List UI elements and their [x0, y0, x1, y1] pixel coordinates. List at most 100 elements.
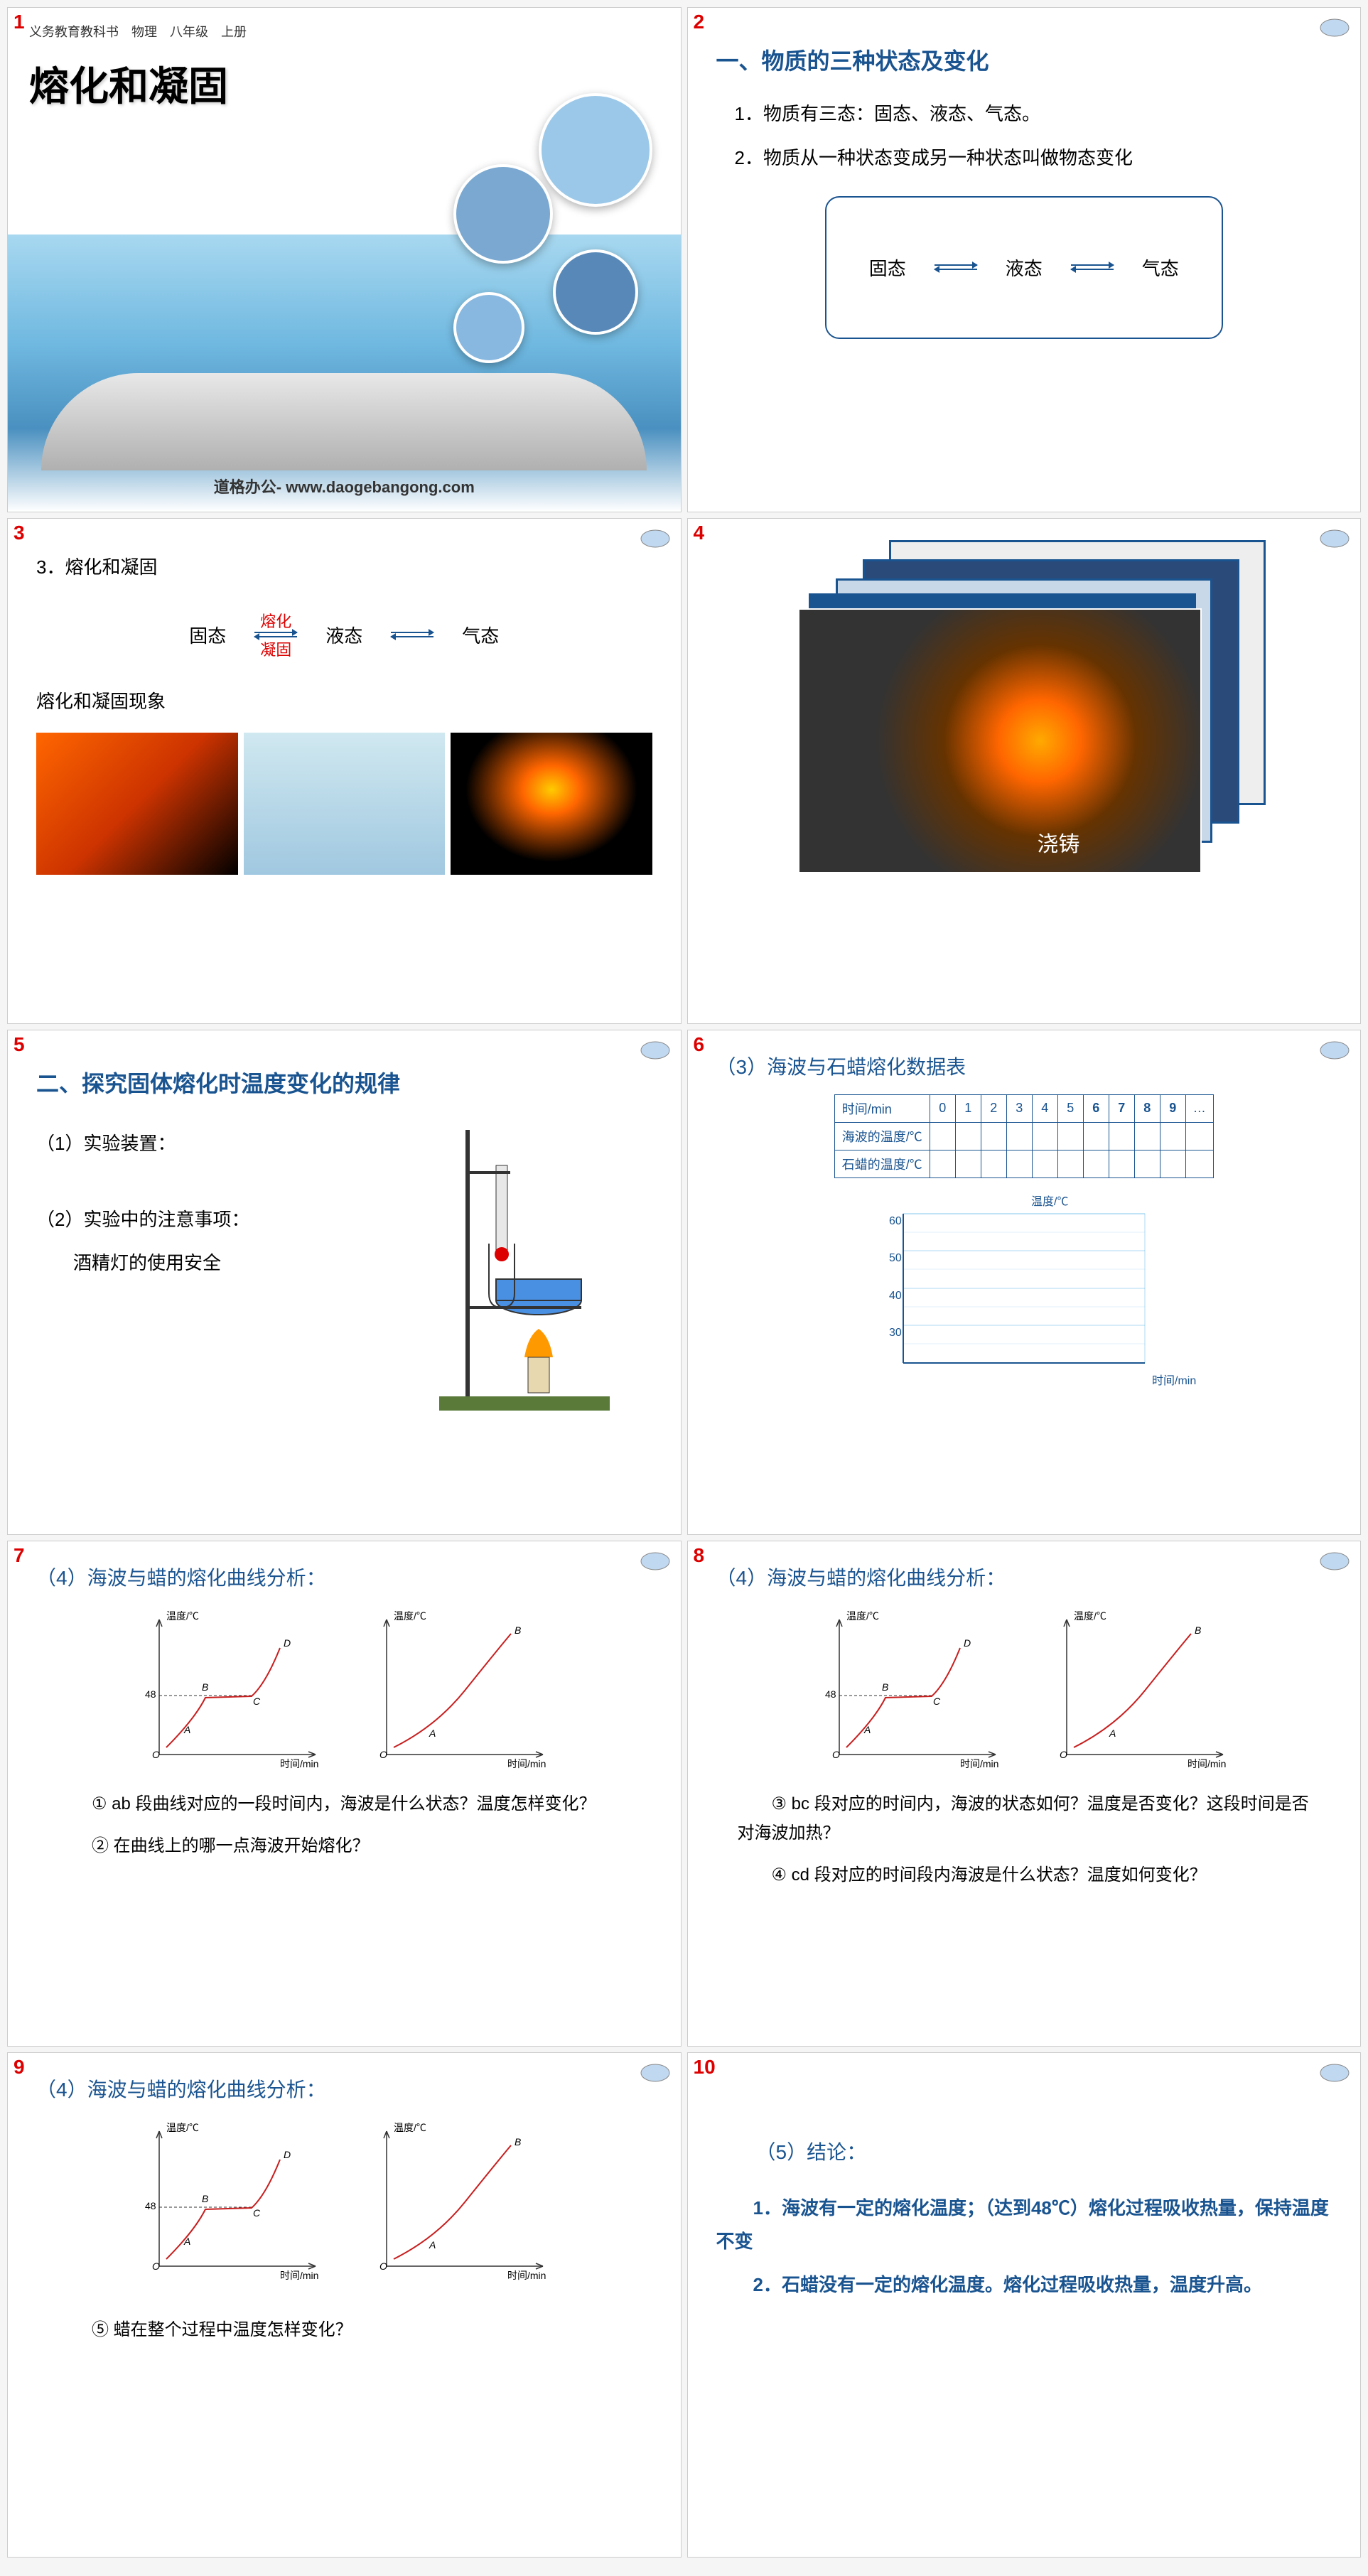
subsection-title: （4）海波与蜡的熔化曲线分析：: [36, 1563, 652, 1591]
svg-text:B: B: [882, 1681, 888, 1693]
circle-image-1: [539, 93, 652, 207]
svg-text:时间/min: 时间/min: [960, 1758, 998, 1769]
svg-text:B: B: [515, 1624, 521, 1636]
svg-text:D: D: [964, 1637, 971, 1649]
ice-image: [244, 733, 446, 875]
slide-number: 10: [694, 2056, 716, 2079]
corner-decoration-icon: [638, 1039, 672, 1062]
haibo-row-label: 海波的温度/℃: [834, 1122, 930, 1150]
arrow-bidirectional: [1071, 264, 1114, 270]
slide-9: 9 （4）海波与蜡的熔化曲线分析： 温度/℃ 时间/min O 48 A B C: [7, 2052, 682, 2558]
data-table: 时间/min 0 1 2 3 4 5 6 7 8 9 … 海波的温度/℃ 石蜡的…: [834, 1094, 1214, 1178]
corner-decoration-icon: [1318, 1039, 1352, 1062]
svg-text:时间/min: 时间/min: [1187, 1758, 1226, 1769]
svg-text:D: D: [284, 1637, 291, 1649]
slide-4: 4 浇铸: [687, 518, 1362, 1023]
pouring-metal-image: [36, 733, 238, 875]
slide-number: 5: [14, 1033, 25, 1056]
footer-credit: 道格办公- www.daogebangong.com: [8, 475, 681, 497]
subsection-title: （4）海波与蜡的熔化曲线分析：: [36, 2074, 652, 2103]
photo-stack: 浇铸: [755, 540, 1293, 918]
svg-text:C: C: [933, 1696, 941, 1707]
svg-text:48: 48: [145, 2200, 156, 2211]
slide-number: 1: [14, 11, 25, 33]
wax-melting-curve: 温度/℃ 时间/min O A B: [1038, 1605, 1237, 1776]
building-graphic: [41, 373, 647, 470]
svg-text:D: D: [284, 2149, 291, 2160]
state-gas: 气态: [1142, 254, 1179, 281]
section-title: 3．熔化和凝固: [36, 551, 652, 584]
example-images: [36, 733, 652, 875]
candle-image: [451, 733, 652, 875]
svg-text:B: B: [1195, 1624, 1201, 1636]
svg-text:温度/℃: 温度/℃: [394, 2122, 426, 2133]
slide-3: 3 3．熔化和凝固 固态 熔化 凝固 液态 气态 熔化和凝固现象: [7, 518, 682, 1023]
slide-number: 3: [14, 522, 25, 544]
corner-decoration-icon: [1318, 1550, 1352, 1573]
svg-text:B: B: [202, 2193, 208, 2204]
wax-melting-curve: 温度/℃ 时间/min O A B: [358, 2117, 557, 2287]
slide-2: 2 一、物质的三种状态及变化 1．物质有三态：固态、液态、气态。 2．物质从一种…: [687, 7, 1362, 512]
state-liquid: 液态: [1006, 254, 1043, 281]
wax-row-label: 石蜡的温度/℃: [834, 1150, 930, 1177]
svg-text:40: 40: [889, 1290, 902, 1302]
subsection-title: （3）海波与石蜡熔化数据表: [716, 1052, 1332, 1080]
slide-number: 9: [14, 2056, 25, 2079]
section-title: 一、物质的三种状态及变化: [716, 43, 1332, 76]
corner-decoration-icon: [1318, 16, 1352, 39]
circle-image-4: [453, 292, 524, 363]
arrow-bidirectional: [391, 632, 433, 637]
svg-text:B: B: [202, 1681, 208, 1693]
slide-number: 8: [694, 1544, 705, 1567]
arrow-bidirectional: [935, 264, 977, 270]
svg-text:温度/℃: 温度/℃: [166, 2122, 199, 2133]
svg-text:O: O: [152, 1749, 160, 1760]
slide-number: 4: [694, 522, 705, 544]
svg-text:O: O: [152, 2260, 160, 2272]
svg-text:B: B: [515, 2136, 521, 2147]
svg-text:时间/min: 时间/min: [507, 2270, 546, 2281]
state-solid: 固态: [189, 622, 226, 648]
haibo-melting-curve: 温度/℃ 时间/min O 48 A B C D: [131, 1605, 330, 1776]
svg-text:A: A: [429, 1728, 436, 1739]
melting-label: 熔化: [254, 609, 297, 632]
casting-photo: 浇铸: [798, 608, 1202, 873]
svg-text:A: A: [429, 2239, 436, 2251]
slide-number: 2: [694, 11, 705, 33]
svg-text:60: 60: [889, 1215, 902, 1227]
experiment-apparatus-diagram: [425, 1116, 624, 1414]
question-2: ② 在曲线上的哪一点海波开始熔化？: [58, 1832, 631, 1861]
paragraph-1: 1．物质有三态：固态、液态、气态。: [716, 97, 1332, 131]
time-header: 时间/min: [834, 1094, 930, 1122]
corner-decoration-icon: [638, 527, 672, 550]
freezing-label: 凝固: [254, 637, 297, 660]
svg-text:A: A: [183, 1724, 190, 1735]
svg-text:温度/℃: 温度/℃: [846, 1610, 879, 1622]
svg-text:A: A: [183, 2236, 190, 2247]
wax-curve-path: [394, 1634, 511, 1747]
svg-text:O: O: [832, 1749, 840, 1760]
melting-curve-path: [166, 1648, 280, 1747]
conclusion-title: （5）结论：: [716, 2135, 1332, 2170]
question-5: ⑤ 蜡在整个过程中温度怎样变化？: [58, 2316, 631, 2345]
svg-text:时间/min: 时间/min: [280, 2270, 318, 2281]
haibo-melting-curve: 温度/℃ 时间/min O 48 A B C D: [131, 2117, 330, 2287]
y-axis-label: 温度/℃: [1031, 1195, 1068, 1208]
haibo-melting-curve: 温度/℃ 时间/min O 48 A B C D: [811, 1605, 1010, 1776]
svg-text:O: O: [1060, 1749, 1067, 1760]
state-liquid: 液态: [325, 622, 362, 648]
corner-decoration-icon: [1318, 527, 1352, 550]
paragraph-2: 2．物质从一种状态变成另一种状态叫做物态变化: [716, 141, 1332, 175]
conclusion-2: 2．石蜡没有一定的熔化温度。熔化过程吸收热量，温度升高。: [716, 2268, 1332, 2302]
svg-text:温度/℃: 温度/℃: [1074, 1610, 1106, 1622]
svg-text:时间/min: 时间/min: [280, 1758, 318, 1769]
svg-text:48: 48: [145, 1688, 156, 1700]
slide-5: 5 二、探究固体熔化时温度变化的规律 （1）实验装置： （2）实验中的注意事项：…: [7, 1030, 682, 1535]
table-row: 石蜡的温度/℃: [834, 1150, 1213, 1177]
corner-decoration-icon: [638, 2062, 672, 2084]
svg-text:50: 50: [889, 1252, 902, 1264]
slide-number: 7: [14, 1544, 25, 1567]
question-3: ③ bc 段对应的时间内，海波的状态如何？温度是否变化？这段时间是否对海波加热？: [738, 1790, 1311, 1848]
circle-image-2: [453, 164, 553, 264]
svg-text:时间/min: 时间/min: [507, 1758, 546, 1769]
